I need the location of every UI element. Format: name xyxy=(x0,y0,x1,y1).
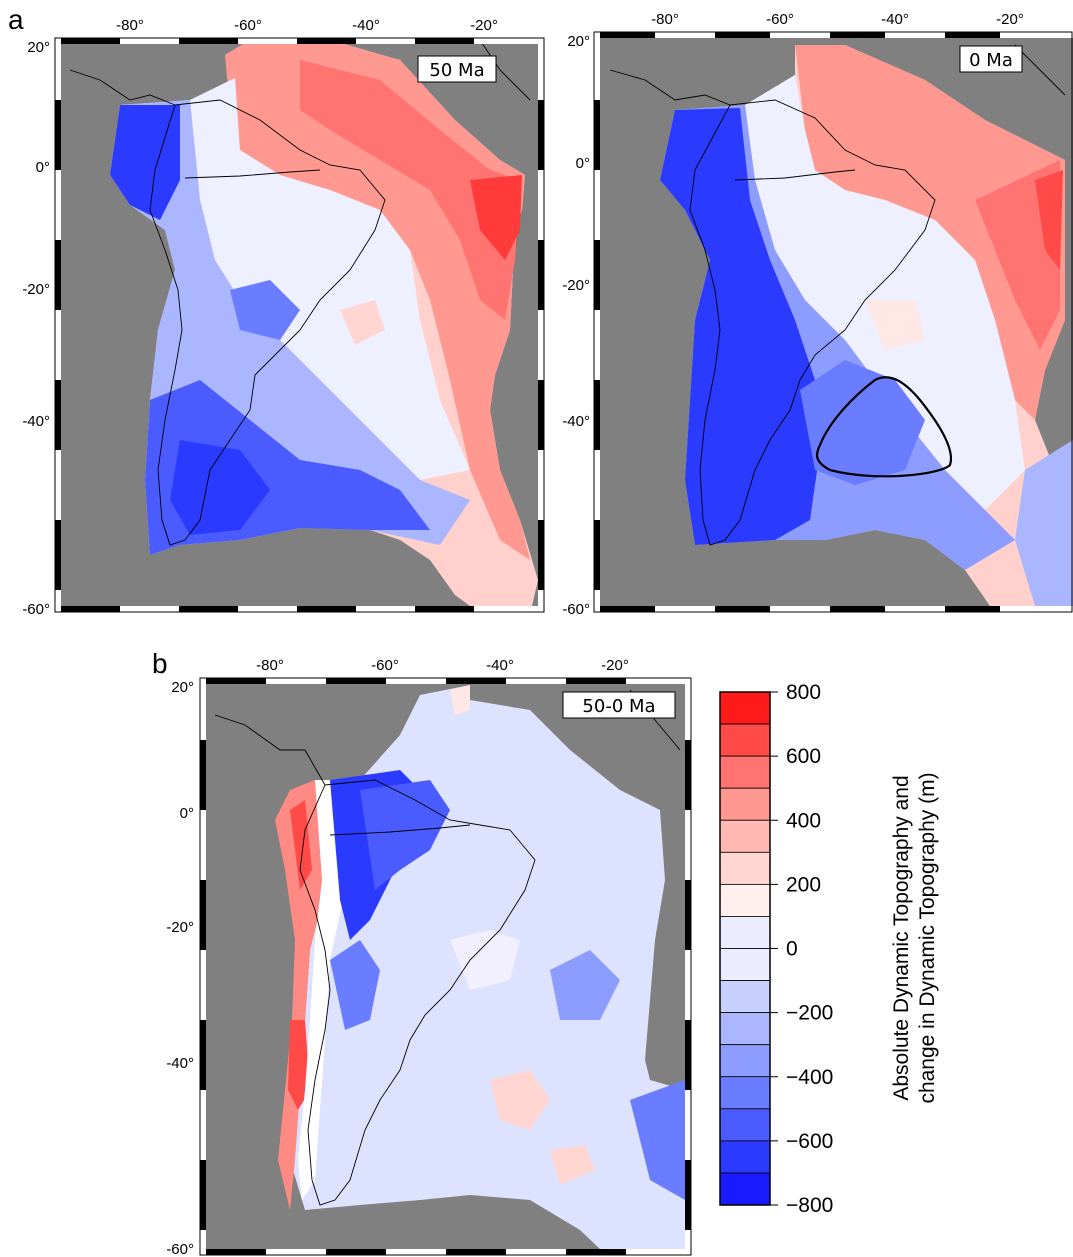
y-tick-label: -20° xyxy=(22,281,50,298)
colorbar-band xyxy=(720,756,770,788)
colorbar-tick-label: −600 xyxy=(786,1130,833,1153)
colorbar-band xyxy=(720,724,770,756)
map-50-0-ma-svg: -80° -60° -40° -20° 20° 0° -20° -40° -60… xyxy=(130,640,700,1257)
colorbar-band xyxy=(720,1173,770,1205)
colorbar-band xyxy=(720,1109,770,1141)
colorbar-ticks: 800 600 400 200 0 −200 −400 −600 −800 xyxy=(770,681,833,1217)
map-50-ma-svg: -80° -60° -40° -20° 20° 0° -20° -40° -60… xyxy=(0,0,545,630)
y-tick-label: -40° xyxy=(166,1055,194,1072)
y-tick-label: 0° xyxy=(180,805,194,822)
y-tick-label: -20° xyxy=(166,919,194,936)
colorbar-band xyxy=(720,1045,770,1077)
y-tick-label: 20° xyxy=(27,39,50,56)
colorbar-tick-label: 200 xyxy=(786,873,821,896)
x-tick-label: -20° xyxy=(996,11,1024,28)
x-tick-label: -20° xyxy=(470,17,498,34)
colorbar-tick-label: 800 xyxy=(786,681,821,704)
map-0-ma: -80° -60° -40° -20° 20° 0° -20° -40° -60… xyxy=(545,0,1073,630)
colorbar-svg: 800 600 400 200 0 −200 −400 −600 −800 Absolute D… xyxy=(700,670,1073,1250)
colorbar-tick-label: 600 xyxy=(786,745,821,768)
x-tick-label: -80° xyxy=(651,11,679,28)
map-0-ma-svg: -80° -60° -40° -20° 20° 0° -20° -40° -60… xyxy=(545,0,1073,630)
y-tick-label: 0° xyxy=(36,159,50,176)
y-tick-label: -20° xyxy=(562,277,590,294)
x-tick-label: -80° xyxy=(256,657,284,674)
x-tick-label: -80° xyxy=(116,17,144,34)
colorbar-band xyxy=(720,852,770,884)
colorbar-title-line-1: Absolute Dynamic Topography and xyxy=(890,775,913,1100)
y-tick-label: -40° xyxy=(562,413,590,430)
y-tick-label: -60° xyxy=(166,1241,194,1257)
x-tick-label: -40° xyxy=(881,11,909,28)
y-tick-label: -40° xyxy=(22,413,50,430)
colorbar-band xyxy=(720,788,770,820)
colorbar-swatches xyxy=(720,692,770,1205)
x-tick-label: -40° xyxy=(486,657,514,674)
colorbar-band xyxy=(720,1013,770,1045)
y-tick-label: -60° xyxy=(562,601,590,618)
x-tick-label: -40° xyxy=(352,17,380,34)
colorbar-tick-label: 400 xyxy=(786,809,821,832)
y-tick-label: 20° xyxy=(567,33,590,50)
colorbar-band xyxy=(720,820,770,852)
colorbar-band xyxy=(720,884,770,916)
colorbar-band xyxy=(720,1141,770,1173)
x-tick-label: -60° xyxy=(766,11,794,28)
colorbar-band xyxy=(720,692,770,724)
colorbar-band xyxy=(720,1077,770,1109)
colorbar-band xyxy=(720,916,770,948)
y-tick-label: 0° xyxy=(576,155,590,172)
x-tick-label: -20° xyxy=(601,657,629,674)
colorbar-tick-label: 0 xyxy=(786,938,798,961)
x-tick-label: -60° xyxy=(371,657,399,674)
x-tick-label: -60° xyxy=(234,17,262,34)
age-label: 0 Ma xyxy=(969,50,1013,71)
y-tick-label: 20° xyxy=(171,679,194,696)
colorbar-band xyxy=(720,949,770,981)
colorbar-title-line-2: change in Dynamic Topography (m) xyxy=(916,772,939,1103)
colorbar: 800 600 400 200 0 −200 −400 −600 −800 Absolute D… xyxy=(700,670,1073,1250)
colorbar-band xyxy=(720,981,770,1013)
colorbar-tick-label: −400 xyxy=(786,1066,833,1089)
map-50-ma: -80° -60° -40° -20° 20° 0° -20° -40° -60… xyxy=(0,0,545,630)
age-label: 50-0 Ma xyxy=(582,696,655,717)
colorbar-tick-label: −800 xyxy=(786,1194,833,1217)
y-tick-label: -60° xyxy=(22,601,50,618)
age-label: 50 Ma xyxy=(429,60,484,81)
map-50-0-ma: -80° -60° -40° -20° 20° 0° -20° -40° -60… xyxy=(130,640,700,1257)
colorbar-tick-label: −200 xyxy=(786,1002,833,1025)
